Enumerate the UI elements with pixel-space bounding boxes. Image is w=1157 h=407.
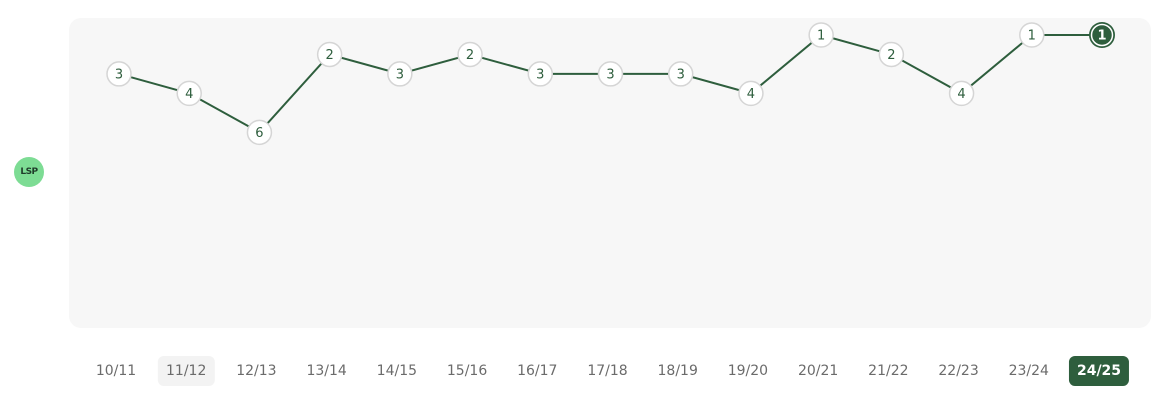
marker-label: 2 xyxy=(466,48,474,63)
position-marker[interactable]: 2 xyxy=(457,41,483,68)
marker-dot xyxy=(387,61,413,87)
season-tab[interactable]: 12/13 xyxy=(236,363,277,379)
season-tab[interactable]: 13/14 xyxy=(306,363,347,379)
marker-label: 2 xyxy=(326,48,334,63)
position-marker[interactable]: 2 xyxy=(316,41,343,68)
marker-label: 4 xyxy=(185,87,193,102)
selected-marker-dot xyxy=(1090,23,1114,47)
season-tab[interactable]: 24/25 xyxy=(1068,356,1130,386)
marker-label: 3 xyxy=(606,67,614,82)
marker-dot xyxy=(1019,22,1045,48)
marker-label: 3 xyxy=(115,67,123,82)
marker-label: 3 xyxy=(536,67,544,82)
team-logo: LSP xyxy=(14,157,44,187)
position-marker[interactable]: 1 xyxy=(1089,22,1115,48)
position-marker[interactable]: 4 xyxy=(948,80,975,107)
marker-dot xyxy=(667,61,694,87)
season-tab[interactable]: 19/20 xyxy=(727,363,769,379)
marker-dot xyxy=(176,80,202,107)
position-marker[interactable]: 1 xyxy=(1019,22,1045,48)
season-tab[interactable]: 21/22 xyxy=(868,363,909,379)
position-marker[interactable]: 3 xyxy=(597,61,624,87)
marker-label: 1 xyxy=(1028,29,1036,44)
marker-dot xyxy=(527,61,554,87)
marker-label: 6 xyxy=(255,126,263,141)
marker-label: 4 xyxy=(957,87,965,102)
season-tab[interactable]: 17/18 xyxy=(587,363,628,379)
position-marker[interactable]: 3 xyxy=(387,61,413,87)
position-marker[interactable]: 4 xyxy=(738,80,764,107)
season-tab[interactable]: 18/19 xyxy=(657,363,698,379)
marker-label: 1 xyxy=(1097,29,1106,44)
team-logo-text: LSP xyxy=(20,167,38,177)
marker-dot xyxy=(878,41,905,68)
marker-dot xyxy=(106,61,132,87)
season-tab[interactable]: 15/16 xyxy=(446,363,488,379)
position-marker[interactable]: 1 xyxy=(808,22,834,48)
season-tab[interactable]: 23/24 xyxy=(1008,363,1049,379)
position-marker[interactable]: 2 xyxy=(878,41,905,68)
marker-label: 3 xyxy=(677,67,685,82)
season-tab[interactable]: 14/15 xyxy=(376,363,418,379)
position-marker[interactable]: 3 xyxy=(527,61,554,87)
position-marker[interactable]: 4 xyxy=(176,80,202,107)
marker-label: 3 xyxy=(396,67,404,82)
marker-dot xyxy=(738,80,764,107)
marker-label: 1 xyxy=(817,29,825,44)
marker-dot xyxy=(948,80,975,107)
marker-dot xyxy=(316,41,343,68)
marker-dot xyxy=(246,119,273,146)
marker-dot xyxy=(597,61,624,87)
position-marker[interactable]: 3 xyxy=(106,61,132,87)
season-tab[interactable]: 10/11 xyxy=(95,363,137,379)
marker-label: 4 xyxy=(747,87,755,102)
marker-label: 2 xyxy=(887,48,895,63)
season-selector: 10/11 11/12 12/13 13/14 14/15 15/16 16/17 17/18… xyxy=(0,356,1157,386)
marker-dot xyxy=(808,22,834,48)
position-marker[interactable]: 3 xyxy=(667,61,694,87)
season-tab[interactable]: 16/17 xyxy=(517,363,558,379)
marker-dot xyxy=(457,41,483,68)
position-marker[interactable]: 6 xyxy=(246,119,273,146)
season-tab[interactable]: 20/21 xyxy=(797,363,839,379)
season-tab[interactable]: 22/23 xyxy=(938,363,979,379)
season-tab[interactable]: 11/12 xyxy=(158,356,215,386)
